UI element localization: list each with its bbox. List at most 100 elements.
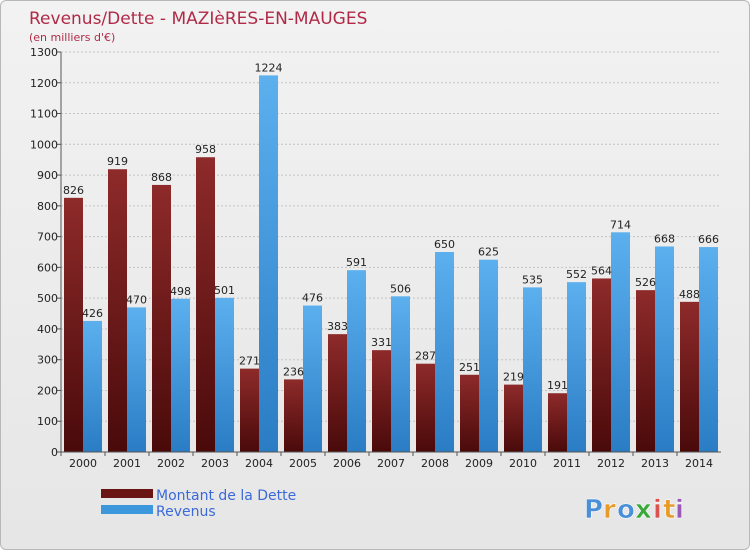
y-tick-label: 0	[51, 446, 58, 459]
bar-revenus-2001	[127, 307, 146, 452]
label-debt-2006: 383	[327, 320, 348, 333]
legend-swatch-revenus	[101, 505, 153, 514]
label-debt-2009: 251	[459, 361, 480, 374]
chart-title: Revenus/Dette - MAZIèRES-EN-MAUGES	[29, 9, 367, 29]
bar-revenus-2014	[699, 247, 718, 452]
label-debt-2007: 331	[371, 336, 392, 349]
label-debt-2005: 236	[283, 365, 304, 378]
bar-revenus-2002	[171, 298, 190, 452]
bar-revenus-2000	[83, 320, 102, 452]
logo-letter: r	[603, 495, 616, 525]
label-debt-2012: 564	[591, 264, 612, 277]
bar-layer	[64, 75, 718, 452]
label-debt-2001: 919	[107, 155, 128, 168]
label-debt-2002: 868	[151, 171, 172, 184]
label-revenus-2011: 552	[566, 268, 587, 281]
x-tick-label-2014: 2014	[685, 457, 713, 470]
x-tick-label-2002: 2002	[157, 457, 185, 470]
bar-debt-2010	[504, 384, 523, 452]
label-revenus-2013: 668	[654, 232, 675, 245]
x-tick-label-2005: 2005	[289, 457, 317, 470]
bar-debt-2001	[108, 169, 127, 452]
logo-letter: o	[617, 495, 635, 525]
x-tick-label-2010: 2010	[509, 457, 537, 470]
label-revenus-2012: 714	[610, 218, 631, 231]
bar-revenus-2012	[611, 232, 630, 452]
x-tick-label-2000: 2000	[69, 457, 97, 470]
label-revenus-2001: 470	[126, 293, 147, 306]
bar-revenus-2011	[567, 282, 586, 452]
x-tick-label-2012: 2012	[597, 457, 625, 470]
label-revenus-2007: 506	[390, 282, 411, 295]
bar-debt-2007	[372, 350, 391, 452]
bar-debt-2005	[284, 379, 303, 452]
y-tick-label: 300	[37, 354, 58, 367]
bar-debt-2009	[460, 374, 479, 452]
x-tick-label-2003: 2003	[201, 457, 229, 470]
bar-revenus-2009	[479, 259, 498, 452]
bar-debt-2000	[64, 197, 83, 452]
x-tick-label-2009: 2009	[465, 457, 493, 470]
logo-letter: i	[675, 495, 684, 525]
bar-revenus-2005	[303, 305, 322, 452]
label-revenus-2004: 1224	[255, 61, 283, 74]
data-label-layer: 826 426 919 470 868 498 958 501 271 1224 236 476 383…	[63, 61, 719, 392]
y-tick-label: 600	[37, 261, 58, 274]
bar-debt-2006	[328, 334, 347, 452]
y-tick-label: 800	[37, 200, 58, 213]
bar-revenus-2008	[435, 252, 454, 452]
legend-label-revenus: Revenus	[156, 504, 216, 520]
label-revenus-2000: 426	[82, 307, 103, 320]
label-debt-2011: 191	[547, 379, 568, 392]
legend-swatch-debt	[101, 489, 153, 498]
y-tick-label: 1200	[30, 77, 58, 90]
label-debt-2003: 958	[195, 143, 216, 156]
x-axis-ticks: 2000 2001 2002 2003 2004 2005 2006 2007 2008 2009…	[60, 452, 713, 470]
label-debt-2010: 219	[503, 371, 524, 384]
label-revenus-2006: 591	[346, 256, 367, 269]
bar-debt-2012	[592, 278, 611, 452]
label-revenus-2009: 625	[478, 246, 499, 259]
bar-revenus-2013	[655, 246, 674, 452]
label-revenus-2014: 666	[698, 233, 719, 246]
label-revenus-2005: 476	[302, 292, 323, 305]
x-tick-label-2011: 2011	[553, 457, 581, 470]
logo-letter: i	[653, 495, 662, 525]
bar-revenus-2003	[215, 297, 234, 452]
bar-debt-2003	[196, 157, 215, 452]
bar-debt-2008	[416, 363, 435, 452]
logo-letter: x	[635, 495, 652, 525]
y-tick-label: 100	[37, 415, 58, 428]
x-tick-label-2008: 2008	[421, 457, 449, 470]
x-tick-label-2004: 2004	[245, 457, 273, 470]
label-debt-2013: 526	[635, 276, 656, 289]
chart-subtitle: (en milliers d'€)	[29, 31, 115, 44]
bar-revenus-2004	[259, 75, 278, 452]
bar-debt-2013	[636, 290, 655, 452]
bar-revenus-2007	[391, 296, 410, 452]
x-tick-label-2013: 2013	[641, 457, 669, 470]
y-tick-label: 700	[37, 231, 58, 244]
y-tick-label: 500	[37, 292, 58, 305]
label-revenus-2003: 501	[214, 284, 235, 297]
label-revenus-2002: 498	[170, 285, 191, 298]
bar-revenus-2010	[523, 287, 542, 452]
bar-debt-2002	[152, 184, 171, 452]
bar-debt-2004	[240, 368, 259, 452]
logo-letter: P	[584, 495, 603, 525]
logo-letter: t	[663, 495, 675, 525]
label-debt-2008: 287	[415, 350, 436, 363]
y-tick-label: 1100	[30, 108, 58, 121]
y-axis-ticks: 0 100 200 300 400 500 600 700 800 900 1000 1100 1200…	[30, 46, 61, 459]
y-tick-label: 900	[37, 169, 58, 182]
x-tick-label-2001: 2001	[113, 457, 141, 470]
y-tick-label: 400	[37, 323, 58, 336]
x-tick-label-2006: 2006	[333, 457, 361, 470]
label-debt-2014: 488	[679, 288, 700, 301]
y-tick-label: 200	[37, 384, 58, 397]
label-debt-2004: 271	[239, 355, 260, 368]
label-revenus-2008: 650	[434, 238, 455, 251]
